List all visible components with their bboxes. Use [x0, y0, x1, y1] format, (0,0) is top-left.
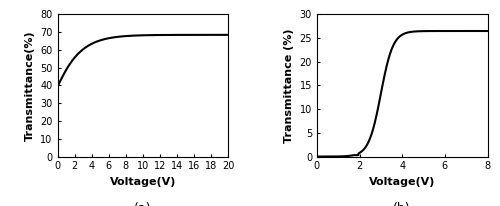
- Y-axis label: Transmittance(%): Transmittance(%): [24, 30, 34, 141]
- Text: (b): (b): [394, 202, 411, 206]
- Text: (a): (a): [134, 202, 152, 206]
- X-axis label: Voltage(V): Voltage(V): [110, 177, 176, 187]
- X-axis label: Voltage(V): Voltage(V): [369, 177, 436, 187]
- Y-axis label: Transmittance (%): Transmittance (%): [284, 28, 294, 143]
